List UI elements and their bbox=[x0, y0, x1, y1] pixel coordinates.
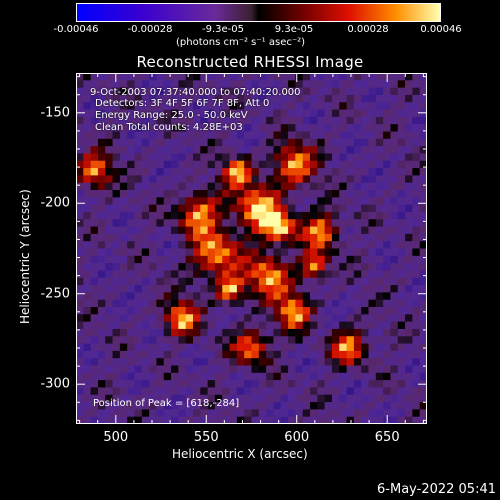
clean-counts-label: Clean Total counts: 4.28E+03 bbox=[95, 122, 243, 133]
y-axis-label: Heliocentric Y (arcsec) bbox=[18, 189, 32, 324]
energy-range-label: Energy Range: 25.0 - 50.0 keV bbox=[95, 110, 248, 121]
x-tick-label: 650 bbox=[374, 430, 400, 445]
colorbar-tick: -0.00028 bbox=[127, 24, 173, 35]
y-tick-label: -300 bbox=[40, 376, 70, 392]
plot-area: 9-Oct-2003 07:37:40.000 to 07:40:20.000 … bbox=[76, 73, 427, 424]
colorbar bbox=[76, 3, 441, 22]
peak-position-label: Position of Peak = [618,-284] bbox=[93, 398, 240, 409]
colorbar-tick: 0.00046 bbox=[420, 24, 462, 35]
x-tick-label: 550 bbox=[193, 430, 219, 445]
colorbar-tick: -0.00046 bbox=[53, 24, 99, 35]
chart-title: Reconstructed RHESSI Image bbox=[136, 53, 364, 71]
y-tick-label: -200 bbox=[40, 195, 70, 211]
colorbar-tick: 0.00028 bbox=[347, 24, 389, 35]
y-tick-label: -250 bbox=[40, 286, 70, 302]
time-range-label: 9-Oct-2003 07:37:40.000 to 07:40:20.000 bbox=[90, 87, 301, 98]
y-tick-label: -150 bbox=[40, 105, 70, 121]
datestamp: 6-May-2022 05:41 bbox=[377, 482, 496, 497]
heatmap-image bbox=[76, 73, 427, 424]
x-tick-label: 500 bbox=[103, 430, 129, 445]
colorbar-units: (photons cm⁻² s⁻¹ asec⁻²) bbox=[176, 37, 306, 48]
axes-frame bbox=[76, 73, 427, 424]
x-tick-label: 600 bbox=[284, 430, 310, 445]
x-axis-label: Heliocentric X (arcsec) bbox=[172, 447, 308, 461]
plot-axes bbox=[76, 73, 427, 424]
colorbar-tick: -9.3e-05 bbox=[202, 24, 244, 35]
detectors-label: Detectors: 3F 4F 5F 6F 7F 8F, Att 0 bbox=[95, 98, 270, 109]
colorbar-tick: 9.3e-05 bbox=[274, 24, 314, 35]
